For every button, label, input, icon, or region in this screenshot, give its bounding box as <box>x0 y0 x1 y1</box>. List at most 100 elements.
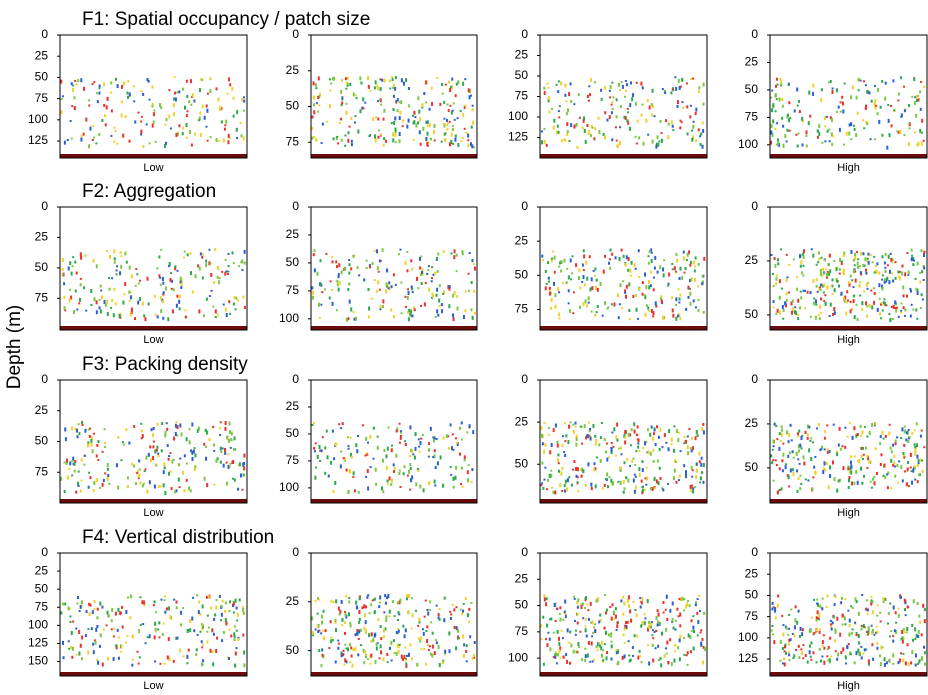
echo-speckle <box>922 604 924 608</box>
echo-speckle <box>419 130 421 134</box>
echo-speckle <box>326 430 328 433</box>
y-tick-label: 125 <box>28 636 48 650</box>
echo-speckle <box>136 472 138 474</box>
echo-speckle <box>841 96 843 99</box>
echo-speckle <box>344 658 346 662</box>
echo-speckle <box>179 486 181 488</box>
echo-speckle <box>143 314 145 317</box>
echo-speckle <box>703 311 705 314</box>
echo-speckle <box>76 654 78 656</box>
echo-speckle <box>163 462 165 466</box>
echo-speckle <box>807 433 809 436</box>
echo-speckle <box>140 90 142 92</box>
echo-speckle <box>670 91 672 94</box>
echo-speckle <box>838 444 840 447</box>
echo-speckle <box>148 99 150 101</box>
echo-speckle <box>640 624 642 626</box>
echo-speckle <box>399 111 401 115</box>
echo-speckle <box>700 132 702 135</box>
echo-speckle <box>443 101 445 104</box>
echo-speckle <box>116 265 118 267</box>
echo-speckle <box>236 137 238 139</box>
echo-speckle <box>117 486 119 490</box>
echo-speckle <box>467 470 469 474</box>
echo-speckle <box>232 478 234 480</box>
echo-speckle <box>420 305 422 307</box>
echo-speckle <box>772 103 774 107</box>
echo-speckle <box>547 261 549 264</box>
echo-speckle <box>541 130 543 132</box>
echo-speckle <box>822 598 824 600</box>
echo-speckle <box>330 620 332 623</box>
echo-speckle <box>597 305 599 308</box>
echo-speckle <box>160 284 162 286</box>
echo-speckle <box>380 644 382 648</box>
echo-speckle <box>127 485 129 488</box>
echo-speckle <box>366 596 368 599</box>
echo-speckle <box>399 132 401 136</box>
echo-speckle <box>121 85 123 89</box>
echo-speckle <box>605 451 607 454</box>
echo-speckle <box>171 487 173 490</box>
echo-speckle <box>661 139 663 143</box>
echo-speckle <box>641 597 643 601</box>
echo-speckle <box>351 654 353 657</box>
echo-speckle <box>162 633 164 636</box>
echo-speckle <box>419 266 421 269</box>
echo-speckle <box>904 109 906 112</box>
echo-speckle <box>382 248 384 252</box>
echo-speckle <box>83 87 85 91</box>
echo-speckle <box>888 255 890 259</box>
echo-speckle <box>201 625 203 627</box>
row-title: F3: Packing density <box>82 354 248 375</box>
echo-speckle <box>348 612 350 616</box>
echo-speckle <box>629 465 631 467</box>
echo-speckle <box>800 483 802 485</box>
echo-speckle <box>871 100 873 103</box>
echo-speckle <box>792 657 794 659</box>
echo-speckle <box>785 465 787 469</box>
echo-speckle <box>219 277 221 279</box>
echo-speckle <box>399 442 401 444</box>
echo-speckle <box>676 105 678 108</box>
echo-speckle <box>588 302 590 304</box>
echo-speckle <box>314 268 316 272</box>
echo-speckle <box>832 87 834 89</box>
echo-speckle <box>242 489 244 491</box>
echo-speckle <box>819 317 821 320</box>
echo-speckle <box>236 128 238 132</box>
echo-speckle <box>80 605 82 609</box>
echo-speckle <box>853 125 855 127</box>
echo-speckle <box>153 600 155 603</box>
y-tick-label: 75 <box>35 91 49 105</box>
echo-speckle <box>76 309 78 311</box>
echo-speckle <box>164 663 166 665</box>
seabed <box>311 154 477 158</box>
echo-speckle <box>452 128 454 131</box>
echo-speckle <box>919 281 921 284</box>
echo-speckle <box>889 318 891 322</box>
echo-speckle <box>775 425 777 427</box>
echo-speckle <box>568 140 570 142</box>
echo-speckle <box>629 269 631 273</box>
echo-speckle <box>318 303 320 307</box>
echo-speckle <box>365 437 367 441</box>
echo-speckle <box>336 265 338 268</box>
echo-speckle <box>388 427 390 429</box>
echo-speckle <box>801 117 803 121</box>
echo-speckle <box>183 257 185 259</box>
echo-speckle <box>178 478 180 482</box>
echo-speckle <box>108 614 110 617</box>
echo-speckle <box>683 251 685 254</box>
echo-speckle <box>698 263 700 266</box>
echo-speckle <box>187 110 189 112</box>
echo-speckle <box>892 444 894 447</box>
echo-speckle <box>865 447 867 450</box>
echo-speckle <box>849 624 851 627</box>
echo-speckle <box>210 273 212 277</box>
echo-speckle <box>823 634 825 636</box>
echo-speckle <box>630 619 632 623</box>
echo-speckle <box>850 605 852 607</box>
echo-speckle <box>577 606 579 609</box>
echo-speckle <box>661 632 663 636</box>
